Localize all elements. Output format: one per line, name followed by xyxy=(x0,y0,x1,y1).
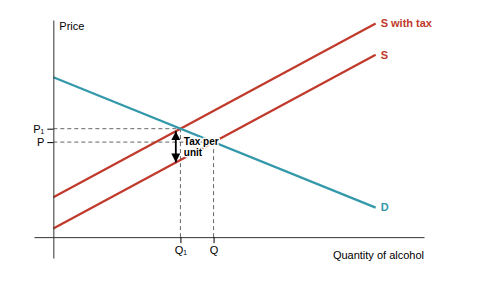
x-tick-mark xyxy=(214,237,215,243)
curve-label: S xyxy=(381,49,388,61)
x-tick-label: Q xyxy=(210,244,219,256)
plot: Q Q₁ PP₁ S S with tax D Tax perunit Price Quanti… xyxy=(33,17,433,261)
marks xyxy=(53,23,375,237)
curve-label: D xyxy=(381,201,389,213)
tax-arrow xyxy=(175,131,177,162)
y-tick-label: P₁ xyxy=(33,123,44,135)
y-tick-label: P xyxy=(37,136,44,148)
curve xyxy=(53,77,375,207)
y-tick: P₁ xyxy=(33,123,53,135)
guide-vertical xyxy=(213,142,214,237)
labels: S S with tax D Tax perunit Price Quantity of … xyxy=(59,17,433,261)
y-tick-mark xyxy=(47,142,53,143)
y-tick: P xyxy=(37,136,53,148)
y-axis-title: Price xyxy=(59,20,84,32)
x-tick-mark xyxy=(180,237,181,243)
y-tick-mark xyxy=(47,129,53,130)
annotation: Tax perunit xyxy=(184,136,219,158)
x-tick: Q₁ xyxy=(175,237,188,256)
x-tick: Q xyxy=(210,237,219,256)
chart: Q Q₁ PP₁ S S with tax D Tax perunit Price Quanti… xyxy=(0,0,500,288)
x-axis-line xyxy=(35,237,425,238)
y-axis-line xyxy=(53,21,54,259)
x-axis-title: Quantity of alcohol xyxy=(333,249,424,261)
guide-horizontal xyxy=(53,128,180,129)
guide-vertical xyxy=(180,129,181,237)
curve-label: S with tax xyxy=(381,17,433,29)
curve xyxy=(53,23,375,197)
curve xyxy=(53,55,375,229)
y-axis: PP₁ xyxy=(33,21,54,259)
x-tick-label: Q₁ xyxy=(175,244,188,256)
